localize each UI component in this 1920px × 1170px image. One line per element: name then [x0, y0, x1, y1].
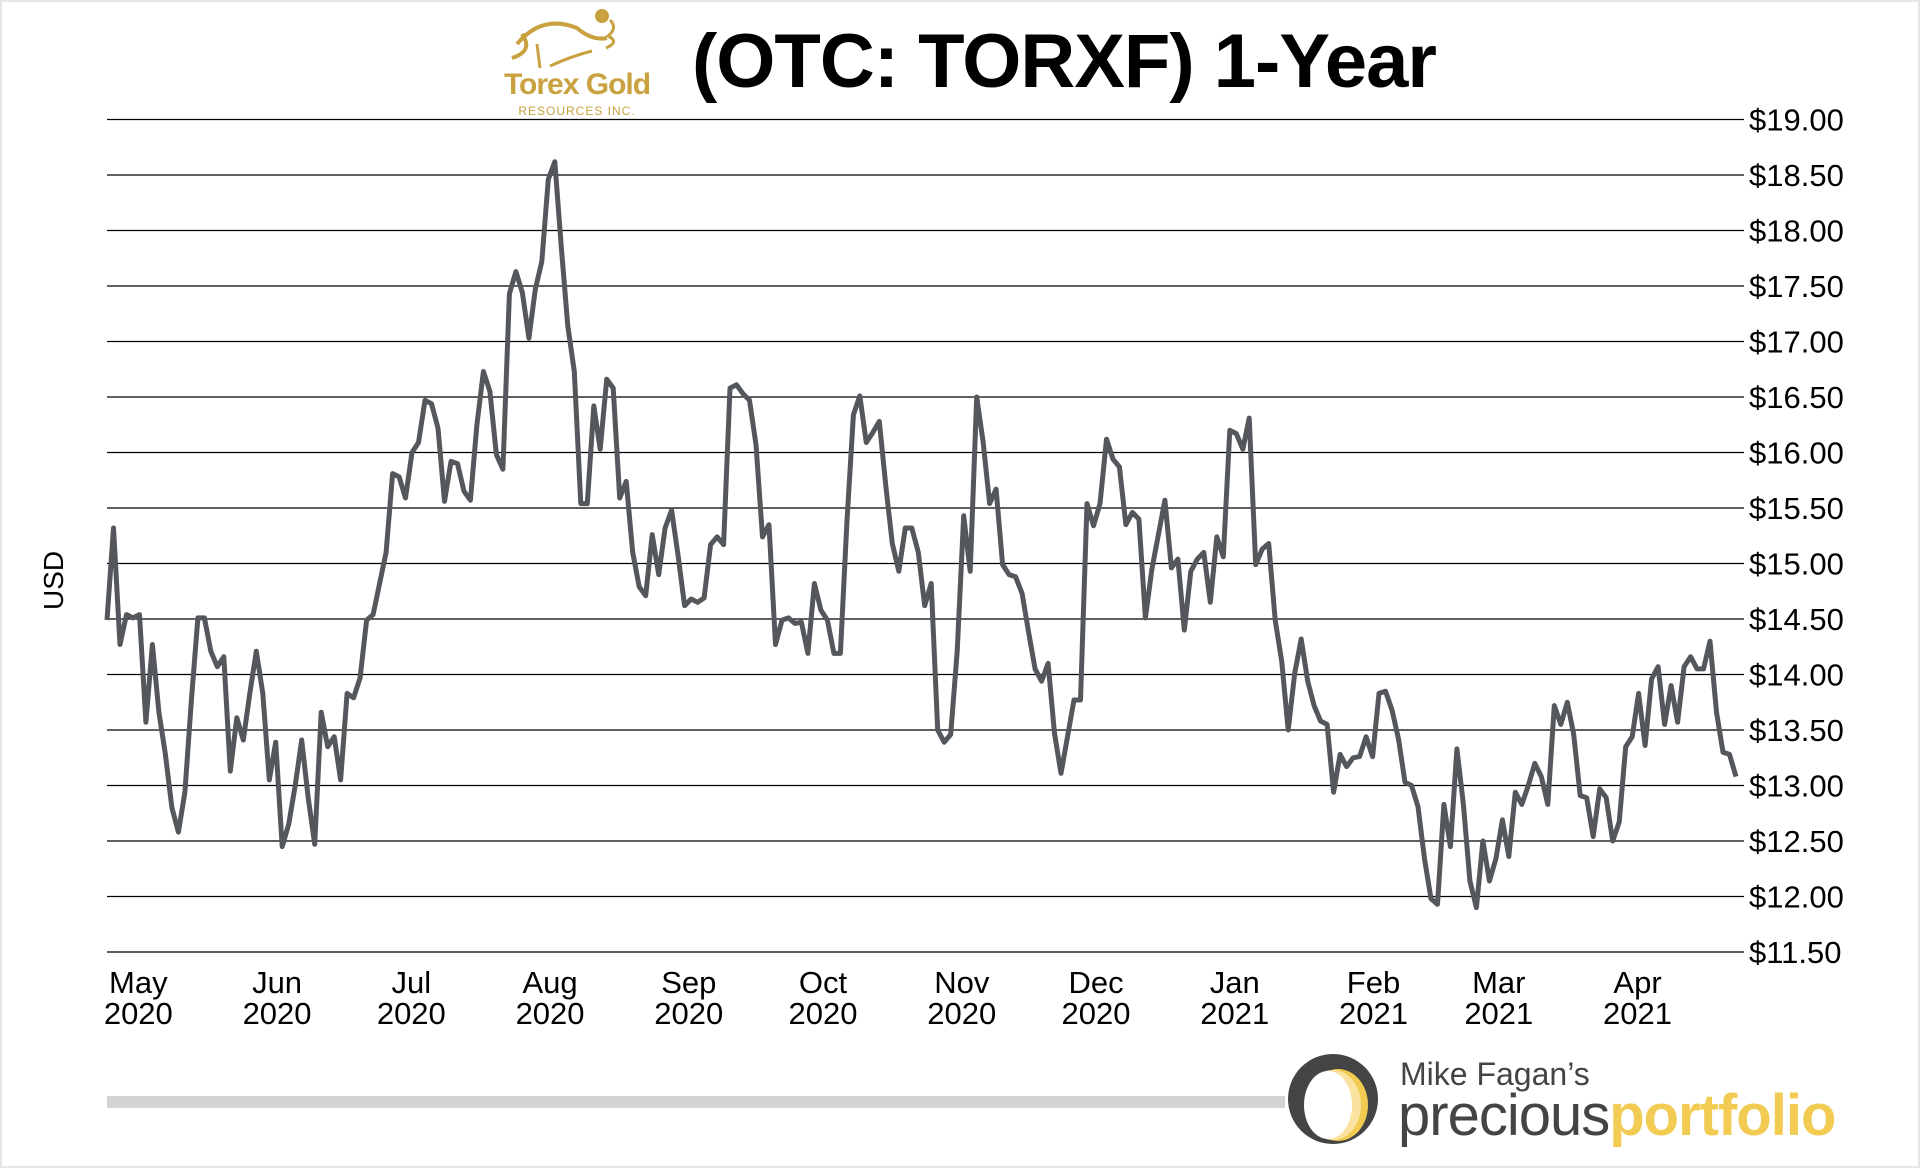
torex-gold-logo: Torex Gold RESOURCES INC. [482, 6, 672, 118]
y-tick-label: $16.00 [1749, 436, 1844, 471]
x-tick-month: Feb [1347, 965, 1400, 1000]
x-tick-month: Jun [252, 965, 302, 1000]
x-tick-year: 2020 [377, 996, 446, 1031]
y-tick-label: $17.00 [1749, 325, 1844, 360]
chart-title: (OTC: TORXF) 1-Year [692, 19, 1437, 104]
x-tick-month: Apr [1613, 965, 1661, 1000]
y-tick-label: $14.50 [1749, 602, 1844, 637]
x-tick-year: 2020 [789, 996, 858, 1031]
x-tick-month: Sep [661, 965, 716, 1000]
y-tick-label: $18.50 [1749, 158, 1844, 193]
x-tick-year: 2020 [104, 996, 173, 1031]
y-tick-label: $13.50 [1749, 713, 1844, 748]
x-tick-month: Oct [799, 965, 848, 1000]
y-tick-label: $12.00 [1749, 880, 1844, 915]
brand-precious: precious [1398, 1083, 1610, 1148]
torex-name: Torex Gold [503, 68, 651, 101]
precious-portfolio-logo: Mike Fagan’s preciousportfolio [1288, 1052, 1888, 1152]
x-tick-month: Jul [391, 965, 431, 1000]
y-tick-label: $15.50 [1749, 491, 1844, 526]
y-tick-label: $11.50 [1749, 935, 1842, 970]
y-tick-label: $18.00 [1749, 214, 1844, 249]
y-tick-label: $19.00 [1749, 103, 1844, 138]
x-tick-year: 2020 [243, 996, 312, 1031]
x-tick-year: 2021 [1200, 996, 1269, 1031]
x-tick-year: 2020 [927, 996, 996, 1031]
brand-byline: Mike Fagan’s [1400, 1056, 1590, 1092]
x-tick-month: May [109, 965, 168, 1000]
y-axis-label: USD [38, 550, 69, 610]
brand-portfolio: portfolio [1609, 1083, 1836, 1148]
x-tick-year: 2021 [1464, 996, 1533, 1031]
x-tick-year: 2020 [1062, 996, 1131, 1031]
x-tick-year: 2021 [1603, 996, 1672, 1031]
bull-logo-icon [511, 9, 615, 69]
brand-name: preciousportfolio [1398, 1082, 1836, 1149]
x-tick-month: Dec [1068, 965, 1123, 1000]
y-tick-label: $16.50 [1749, 380, 1844, 415]
footer-divider [107, 1096, 1285, 1108]
ring-logo-icon [1288, 1054, 1378, 1144]
x-tick-year: 2020 [654, 996, 723, 1031]
x-tick-month: Aug [522, 965, 577, 1000]
y-tick-label: $17.50 [1749, 269, 1844, 304]
x-tick-month: Nov [934, 965, 990, 1000]
x-tick-year: 2020 [516, 996, 585, 1031]
y-tick-label: $13.00 [1749, 769, 1844, 804]
x-tick-year: 2021 [1339, 996, 1408, 1031]
y-tick-label: $12.50 [1749, 824, 1844, 859]
x-tick-month: Mar [1472, 965, 1525, 1000]
y-tick-label: $14.00 [1749, 658, 1844, 693]
torex-sub: RESOURCES INC. [518, 104, 636, 118]
y-tick-label: $15.00 [1749, 547, 1844, 582]
x-tick-month: Jan [1210, 965, 1260, 1000]
price-line [104, 159, 1739, 911]
